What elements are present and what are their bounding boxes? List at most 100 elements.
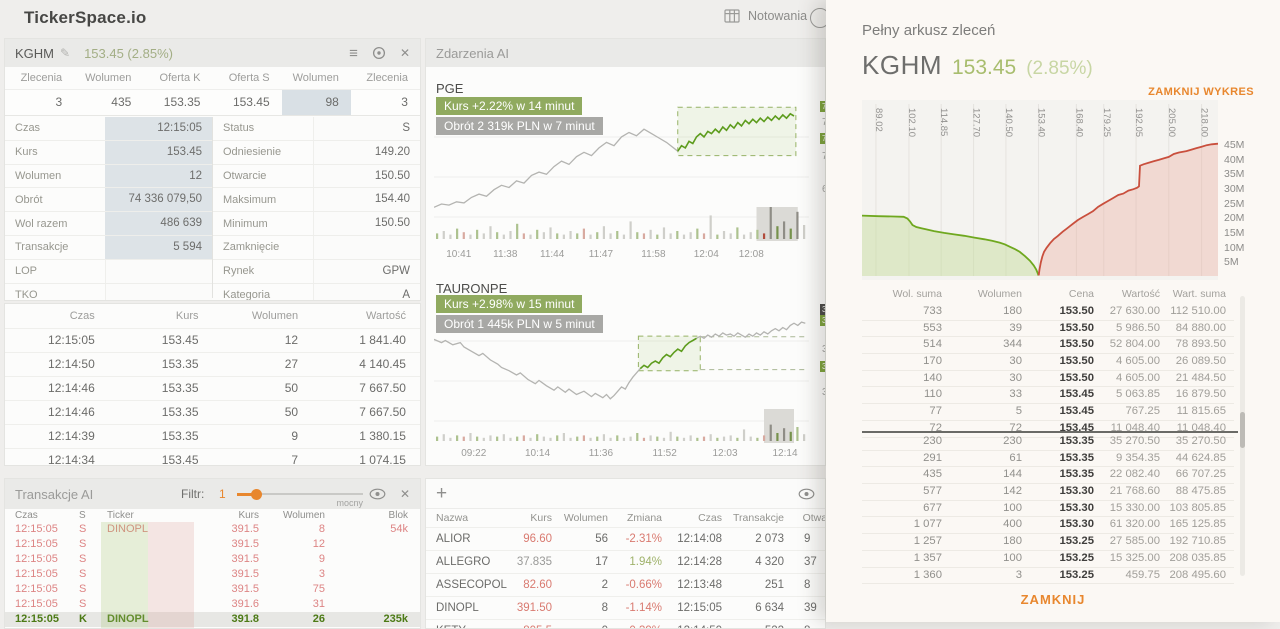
- pge-chart[interactable]: 10:41 11:38 11:44 11:47 11:58 12:04 12:08 7 7 7 7 6: [434, 97, 825, 269]
- price-marker-badge: 7: [820, 133, 825, 145]
- trade-row[interactable]: 12:14:39 153.35 9 1 380.15: [5, 424, 420, 448]
- trade-row[interactable]: 12:14:50 153.35 27 4 140.45: [5, 352, 420, 376]
- notowania-button[interactable]: Notowania: [724, 9, 807, 23]
- stat-label: Minimum: [223, 217, 268, 230]
- filter-slider-thumb[interactable]: [251, 488, 262, 500]
- ask-row[interactable]: 553 39 153.50 5 986.50 84 880.00: [862, 321, 1234, 338]
- trade-row[interactable]: 12:14:46 153.35 50 7 667.50: [5, 400, 420, 424]
- wl-name: ALIOR: [436, 533, 471, 545]
- ask-row[interactable]: 77 5 153.45 767.25 11 815.65: [862, 404, 1234, 421]
- menu-icon[interactable]: ≡: [349, 44, 358, 62]
- watchlist-row[interactable]: ALLEGRO 37.835 17 1.94% 12:14:28 4 320 37: [426, 550, 825, 573]
- trade-cell: 153.35: [108, 424, 213, 448]
- txai-row[interactable]: 12:15:05 S 391.6 31: [5, 597, 420, 612]
- os-cell: 44 624.85: [1175, 451, 1226, 464]
- bid-row[interactable]: 435 144 153.35 22 082.40 66 707.25: [862, 467, 1234, 485]
- txai-row[interactable]: 12:15:05 S DINOPL 391.5 8 54k: [5, 522, 420, 537]
- svg-text:89.02: 89.02: [873, 108, 884, 132]
- ask-row[interactable]: 72 72 153.45 11 048.40 11 048.40: [862, 421, 1234, 438]
- stat-row: TKO: [5, 283, 212, 300]
- pge-label[interactable]: PGE: [436, 81, 464, 96]
- trade-cell: 4 140.45: [312, 352, 420, 376]
- tx-ticker: DINOPL: [107, 613, 149, 625]
- wl-time: 12:14:08: [677, 533, 722, 545]
- ask-row[interactable]: 140 30 153.50 4 605.00 21 484.50: [862, 371, 1234, 388]
- txai-body: 12:15:05 S DINOPL 391.5 8 54k 12:15:05 S 391.5 12…: [5, 522, 420, 627]
- depth-y-label: 30M: [1224, 183, 1245, 195]
- tauronpe-label[interactable]: TAURONPE: [436, 281, 508, 296]
- orderbook-row[interactable]: 3 435 153.35 153.45 98 3: [5, 89, 420, 116]
- ask-row[interactable]: 733 180 153.50 27 630.00 112 510.00: [862, 304, 1234, 321]
- wl-price: 805.5: [504, 620, 560, 628]
- bid-row[interactable]: 1 257 180 153.25 27 585.00 192 710.85: [862, 534, 1234, 551]
- bid-row[interactable]: 230 230 153.35 35 270.50 35 270.50: [862, 434, 1234, 451]
- watchlist-row[interactable]: ALIOR 96.60 56 -2.31% 12:14:08 2 073 9: [426, 527, 825, 550]
- svg-text:102.10: 102.10: [906, 108, 917, 137]
- close-icon[interactable]: ✕: [399, 46, 410, 60]
- stats-right-column: Status S Odniesienie 149.20 Otwarcie 150.50 Ma…: [212, 117, 420, 300]
- watchlist-row[interactable]: KETY805.50-0.39%12:14:505228: [426, 619, 825, 628]
- bid-row[interactable]: 1 077 400 153.30 61 320.00 165 125.85: [862, 517, 1234, 535]
- bid-row[interactable]: 291 61 153.35 9 354.35 44 624.85: [862, 451, 1234, 468]
- wl-price: 391.50: [516, 602, 552, 614]
- tx-side: S: [79, 583, 87, 595]
- os-col-header: Wartość: [1121, 288, 1160, 300]
- os-cell: 27 585.00: [1109, 535, 1160, 548]
- bid-row[interactable]: 677 100 153.30 15 330.00 103 805.85: [862, 501, 1234, 518]
- os-col-header: Wolumen: [977, 288, 1022, 300]
- watchlist-col-header: Nazwa: [436, 512, 469, 524]
- ask-row[interactable]: 514 344 153.50 52 804.00 78 893.50: [862, 337, 1234, 355]
- tauronpe-price-badge: Kurs +2.98% w 15 minut: [436, 295, 583, 313]
- close-chart-button[interactable]: ZAMKNIJ WYKRES: [1148, 86, 1254, 98]
- close-button[interactable]: ZAMKNIJ: [1020, 592, 1086, 607]
- os-cell: 153.45: [1059, 421, 1094, 434]
- ask-row[interactable]: 170 30 153.50 4 605.00 26 089.50: [862, 354, 1234, 371]
- txai-row[interactable]: 12:15:05 S 391.5 9: [5, 552, 420, 567]
- watchlist-header: Nazwa Kurs Wolumen Zmiana Czas Transakcje Otwa…: [426, 509, 825, 527]
- stat-value: [105, 283, 212, 300]
- trade-row[interactable]: 12:14:46 153.35 50 7 667.50: [5, 376, 420, 400]
- tx-ticker: [97, 582, 193, 597]
- pge-price-badge: Kurs +2.22% w 14 minut: [436, 97, 583, 115]
- txai-row[interactable]: 12:15:05 S 391.5 75: [5, 582, 420, 597]
- scrollbar-thumb[interactable]: [1240, 412, 1245, 448]
- scrollbar[interactable]: [1240, 296, 1245, 576]
- trades-body: 12:15:05 153.45 12 1 841.40 12:14:50 153.35 27…: [5, 328, 420, 465]
- y-axis-label: 7: [822, 117, 825, 128]
- bid-row[interactable]: 1 360 3 153.25 459.75 208 495.60: [862, 568, 1234, 585]
- edit-icon[interactable]: ✎: [60, 46, 71, 60]
- trade-cell: 153.45: [108, 448, 213, 465]
- filter-slider[interactable]: [237, 488, 363, 500]
- watchlist-row[interactable]: DINOPL 391.50 8 -1.14% 12:15:05 6 634 39: [426, 596, 825, 619]
- txai-col-header: Ticker: [107, 510, 134, 521]
- txai-row[interactable]: 12:15:05 S 391.5 12: [5, 537, 420, 552]
- market-depth-chart[interactable]: 89.02 102.10 114.85 127.70 140.50 153.40 168.4…: [862, 100, 1218, 280]
- os-cell: 100: [1003, 501, 1022, 514]
- ask-row[interactable]: 110 33 153.45 5 063.85 16 879.50: [862, 387, 1234, 405]
- target-icon[interactable]: [372, 46, 386, 60]
- bid-row[interactable]: 1 357 100 153.25 15 325.00 208 035.85: [862, 551, 1234, 568]
- tx-volume: 8: [318, 523, 325, 535]
- add-icon[interactable]: +: [436, 483, 448, 504]
- os-cell: 208 495.60: [1169, 568, 1226, 581]
- svg-text:114.85: 114.85: [938, 108, 949, 136]
- txai-row[interactable]: 12:15:05 S 391.5 3: [5, 567, 420, 582]
- tx-ticker: DINOPL: [107, 523, 148, 535]
- stat-label: Kurs: [15, 146, 38, 159]
- kghm-ticker: KGHM: [15, 45, 54, 61]
- txai-row[interactable]: 12:15:05 K DINOPL 391.8 26 235k: [5, 612, 420, 627]
- eye-icon[interactable]: [369, 488, 386, 500]
- os-cell: 52 804.00: [1109, 338, 1160, 351]
- tx-volume: 31: [312, 598, 325, 610]
- tx-price: 391.5: [231, 538, 259, 550]
- bid-row[interactable]: 577 142 153.30 21 768.60 88 475.85: [862, 484, 1234, 501]
- tauronpe-chart[interactable]: 09:2210:1411:3611:5212:0312:143.3.3.3.3.…: [434, 301, 825, 463]
- os-cell: 230: [1003, 435, 1022, 447]
- tx-time: 12:15:05: [15, 568, 58, 580]
- eye-icon[interactable]: [798, 488, 815, 500]
- trade-row[interactable]: 12:14:34 153.45 7 1 074.15: [5, 448, 420, 465]
- tx-side: S: [79, 568, 87, 580]
- watchlist-row[interactable]: ASSECOPOL 82.60 2 -0.66% 12:13:48 251 8: [426, 573, 825, 596]
- close-icon[interactable]: ✕: [399, 487, 410, 501]
- trade-row[interactable]: 12:15:05 153.45 12 1 841.40: [5, 328, 420, 352]
